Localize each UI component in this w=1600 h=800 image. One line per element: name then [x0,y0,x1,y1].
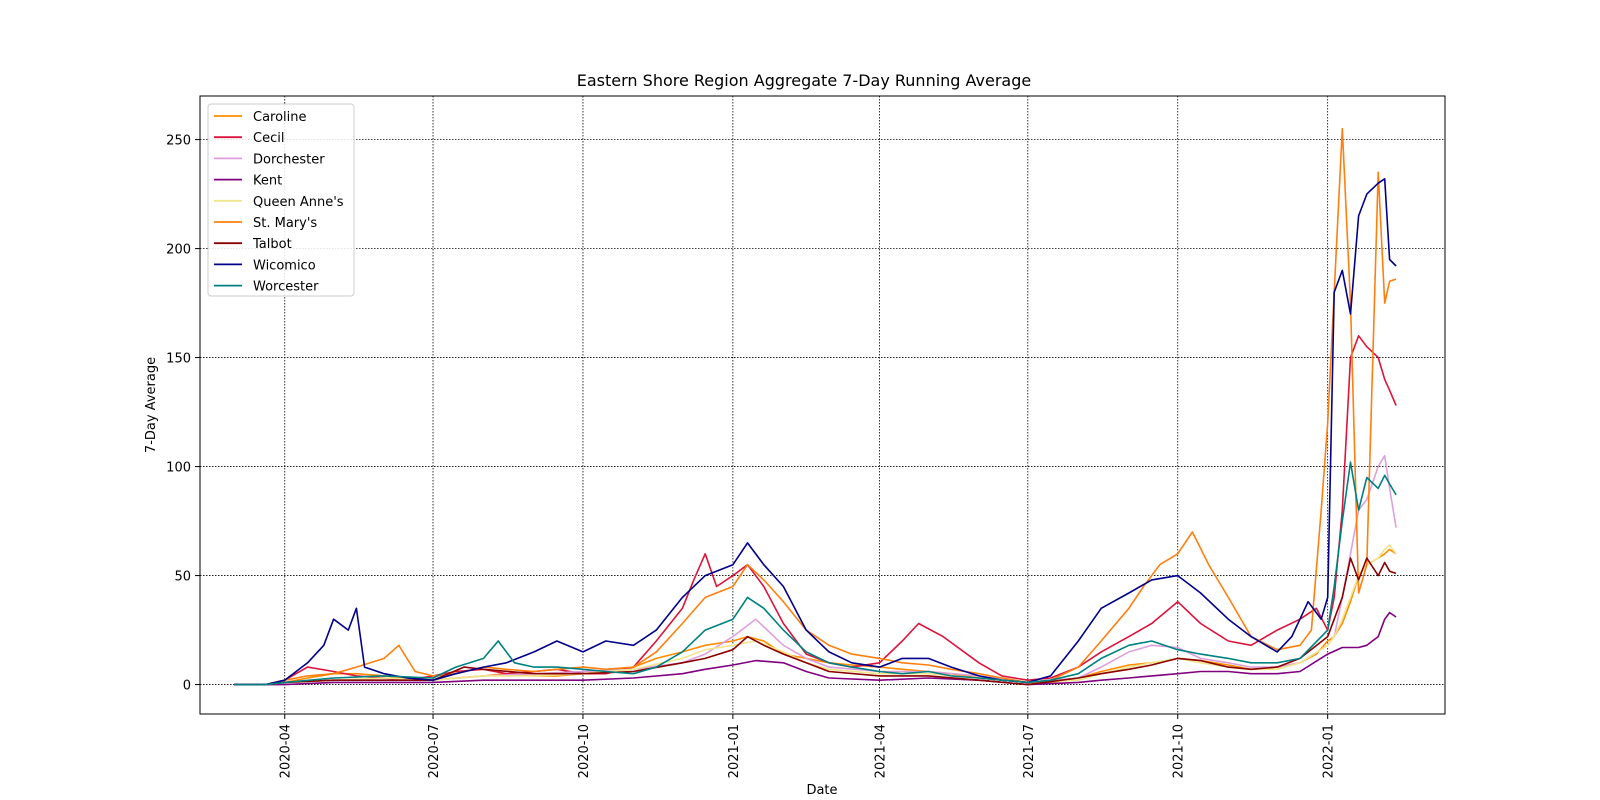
y-tick-label: 0 [183,679,191,694]
legend: Caroline Cecil Dorchester Kent Queen Anne's S… [207,103,355,297]
series-line-worcester [234,461,1397,686]
y-tick-label: 200 [166,243,191,258]
plot-frame [199,95,1446,715]
x-tick-label: 2020-10 [577,724,592,778]
x-tick-label: 2020-07 [427,724,442,778]
y-tick-label: 100 [166,461,191,476]
y-tick-label: 150 [166,352,191,367]
legend-entry: Caroline [253,110,307,125]
legend-entry: St. Mary's [253,216,317,231]
legend-entry: Queen Anne's [253,195,344,210]
x-axis: 2020-04 2020-07 2020-10 2021-01 2021-04 2021-… [279,714,1337,778]
legend-entry: Wicomico [253,258,316,273]
x-tick-label: 2021-04 [874,724,889,778]
legend-entry: Kent [253,174,282,189]
chart-title: Eastern Shore Region Aggregate 7-Day Run… [577,71,1031,90]
y-tick-label: 250 [166,134,191,149]
y-axis-label: 7-Day Average [144,357,159,453]
legend-entry: Talbot [252,237,292,252]
y-axis: 0 50 100 150 200 250 [166,134,200,694]
x-tick-label: 2022-01 [1322,724,1337,778]
legend-entry: Dorchester [253,152,325,167]
y-tick-label: 50 [174,570,191,585]
x-axis-label: Date [806,783,837,798]
series-line-talbot [234,557,1397,686]
x-tick-label: 2021-10 [1172,724,1187,778]
x-tick-label: 2020-04 [279,724,294,778]
series-lines [234,127,1397,686]
x-tick-label: 2021-07 [1022,724,1037,778]
legend-entry: Cecil [253,131,284,146]
legend-box [207,103,355,297]
legend-entry: Worcester [253,280,319,295]
gridlines [200,96,1445,714]
x-tick-label: 2021-01 [727,724,742,778]
